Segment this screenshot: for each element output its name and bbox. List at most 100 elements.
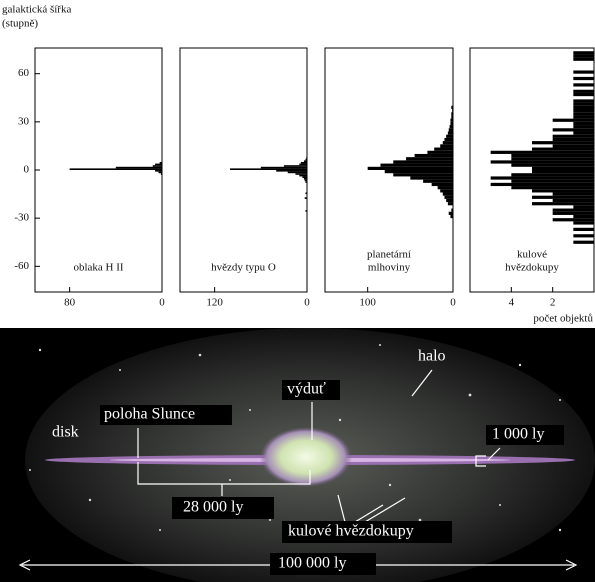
bar <box>552 134 594 138</box>
label: halo <box>418 348 446 365</box>
bar <box>573 214 594 219</box>
bar <box>427 150 453 154</box>
bar <box>573 131 594 135</box>
bar <box>451 112 453 116</box>
x-tick-label: 100 <box>359 297 376 309</box>
bar <box>305 181 307 183</box>
bar <box>414 153 453 158</box>
panel-title: hvězdokupy <box>505 262 559 274</box>
bar <box>448 211 453 215</box>
bar <box>305 158 307 161</box>
bar <box>155 163 162 166</box>
bar <box>303 160 307 162</box>
bar <box>573 83 594 87</box>
bar <box>406 157 453 161</box>
bar <box>573 125 594 129</box>
bar <box>511 179 594 183</box>
bar <box>449 125 453 129</box>
bar <box>573 57 594 61</box>
bar <box>276 170 307 172</box>
label-box <box>100 405 232 425</box>
stars <box>29 344 562 532</box>
x-tick-label: 2 <box>550 297 556 309</box>
bar <box>304 179 307 182</box>
bar <box>573 99 594 103</box>
bar <box>532 141 594 145</box>
bar <box>490 160 594 164</box>
bar <box>552 218 594 222</box>
bar <box>552 137 594 142</box>
bar <box>155 170 162 172</box>
panel-title: hvězdy typu O <box>211 262 276 274</box>
label-box <box>486 425 564 445</box>
panel-title: planetární <box>367 249 411 261</box>
bar <box>302 176 307 179</box>
bar <box>393 160 453 164</box>
bar <box>552 211 594 215</box>
label: disk <box>52 424 79 441</box>
bar <box>451 208 453 212</box>
x-tick-label: 4 <box>509 297 515 309</box>
bar <box>511 157 594 161</box>
bar <box>451 115 453 119</box>
bar <box>573 102 594 106</box>
bar <box>300 161 307 164</box>
bar <box>444 195 453 199</box>
label-box <box>282 380 340 400</box>
bar <box>440 144 453 148</box>
bar <box>552 144 594 148</box>
bar <box>573 240 594 244</box>
x-tick-label: 120 <box>206 297 223 309</box>
bar <box>152 165 162 167</box>
bar <box>295 173 307 175</box>
bar <box>573 205 594 209</box>
bar <box>573 115 594 119</box>
bar <box>511 186 594 190</box>
bar <box>450 121 453 126</box>
bar <box>159 161 162 164</box>
bar <box>552 198 594 203</box>
galaxy-illustration: halo výduť disk poloha Slunce 1 000 ly 2… <box>0 328 595 582</box>
panel-title: oblaka H II <box>73 262 123 274</box>
x-tick-label: 0 <box>450 297 456 309</box>
bar <box>442 192 453 196</box>
bar <box>299 163 307 166</box>
bar <box>573 105 594 109</box>
bar <box>573 221 594 225</box>
bar <box>303 178 307 180</box>
bar <box>160 173 162 175</box>
y-axis-label: galaktická šířka <box>2 4 71 16</box>
y-tick-label: 60 <box>18 67 30 79</box>
bar <box>448 128 453 132</box>
label: 100 000 ly <box>278 555 346 572</box>
label: 1 000 ly <box>492 426 544 443</box>
bar <box>305 210 307 212</box>
label: poloha Slunce <box>104 406 195 423</box>
bar <box>306 157 307 159</box>
bar <box>573 70 594 74</box>
bar <box>380 163 453 167</box>
bar <box>573 227 594 231</box>
label-box <box>282 521 452 543</box>
bar <box>511 173 594 177</box>
bar <box>158 171 162 174</box>
x-axis-label: počet objektů <box>533 313 593 325</box>
label: výduť <box>287 381 326 398</box>
bar <box>552 192 594 196</box>
bar <box>532 147 594 151</box>
bar <box>490 150 594 154</box>
bar <box>451 105 453 109</box>
bar <box>410 176 453 180</box>
bar <box>287 171 307 174</box>
bar <box>532 202 594 206</box>
bar <box>446 198 453 203</box>
label: kulové hvězdokupy <box>288 523 414 540</box>
bar <box>447 131 453 135</box>
y-tick-label: -60 <box>14 260 29 272</box>
bar <box>283 165 307 167</box>
bar <box>450 118 453 122</box>
bar <box>532 189 594 193</box>
bar <box>447 202 453 206</box>
bar <box>440 189 453 193</box>
